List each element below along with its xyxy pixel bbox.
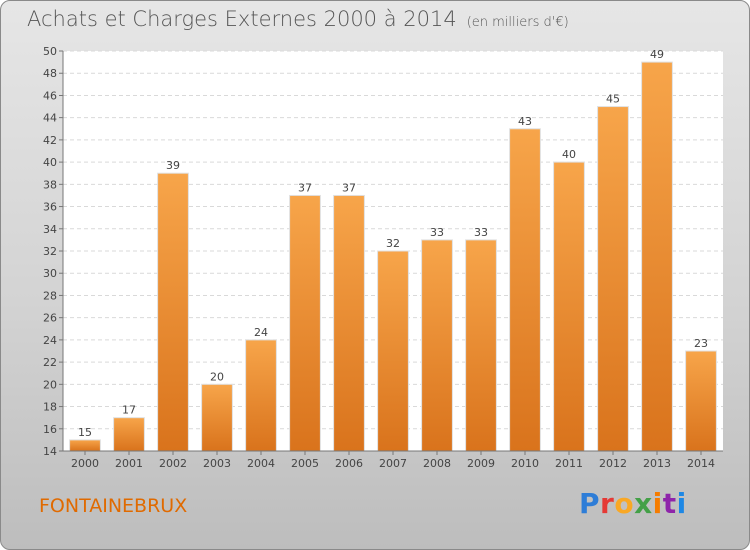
y-tick-label: 38 xyxy=(43,178,57,191)
x-tick-label: 2012 xyxy=(599,457,627,470)
x-tick-label: 2005 xyxy=(291,457,319,470)
y-tick-label: 20 xyxy=(43,378,57,391)
x-tick-label: 2001 xyxy=(115,457,143,470)
logo-letter: o xyxy=(614,487,635,520)
bar xyxy=(245,339,277,452)
y-tick-label: 50 xyxy=(43,45,57,58)
x-tick-label: 2014 xyxy=(687,457,715,470)
bar xyxy=(201,383,233,452)
x-tick-label: 2006 xyxy=(335,457,363,470)
bar xyxy=(289,194,321,452)
x-tick-label: 2010 xyxy=(511,457,539,470)
bar-value-label: 33 xyxy=(430,226,444,239)
bar-value-label: 49 xyxy=(650,48,664,61)
logo-letter: x xyxy=(634,487,653,520)
y-tick-label: 44 xyxy=(43,112,57,125)
bar xyxy=(333,194,365,452)
bar xyxy=(113,417,145,452)
x-tick-label: 2008 xyxy=(423,457,451,470)
logo-letter: P xyxy=(579,487,601,520)
x-tick-label: 2003 xyxy=(203,457,231,470)
y-tick-label: 34 xyxy=(43,223,57,236)
bar xyxy=(421,239,453,452)
y-tick-label: 18 xyxy=(43,401,57,414)
bar xyxy=(641,61,673,452)
y-tick-label: 16 xyxy=(43,423,57,436)
bar xyxy=(509,128,541,452)
bar xyxy=(377,250,409,452)
y-tick-label: 46 xyxy=(43,89,57,102)
bar-value-label: 45 xyxy=(606,93,620,106)
bar-value-label: 24 xyxy=(254,326,268,339)
logo-letter: t xyxy=(662,487,677,520)
x-tick-label: 2009 xyxy=(467,457,495,470)
y-tick-label: 48 xyxy=(43,67,57,80)
bar-value-label: 37 xyxy=(298,181,312,194)
chart-title-text: Achats et Charges Externes 2000 à 2014 xyxy=(27,7,457,31)
y-tick-label: 36 xyxy=(43,201,57,214)
bar-value-label: 32 xyxy=(386,237,400,250)
bar-value-label: 43 xyxy=(518,115,532,128)
y-tick-label: 30 xyxy=(43,267,57,280)
logo-letter: i xyxy=(676,487,687,520)
chart-title: Achats et Charges Externes 2000 à 2014 (e… xyxy=(27,7,569,31)
x-tick-label: 2007 xyxy=(379,457,407,470)
bar xyxy=(69,439,101,452)
proxiti-logo[interactable]: Proxiti xyxy=(579,487,687,520)
y-tick-label: 14 xyxy=(43,445,57,458)
bar-value-label: 17 xyxy=(122,404,136,417)
x-tick-label: 2011 xyxy=(555,457,583,470)
x-tick-label: 2013 xyxy=(643,457,671,470)
bar-value-label: 40 xyxy=(562,148,576,161)
bar xyxy=(597,106,629,452)
bar xyxy=(465,239,497,452)
y-tick-label: 26 xyxy=(43,312,57,325)
logo-letter: r xyxy=(600,487,615,520)
bar-value-label: 37 xyxy=(342,181,356,194)
place-name: FONTAINEBRUX xyxy=(39,495,188,517)
chart-subtitle: (en milliers d'€) xyxy=(466,15,569,30)
bar-value-label: 23 xyxy=(694,337,708,350)
logo-letter: i xyxy=(652,487,663,520)
y-tick-label: 42 xyxy=(43,134,57,147)
axis-layer: 14 16 18 20 22 24 26 28 30 32 34 36 38 40 42 44 46 48 50 20… xyxy=(43,45,723,470)
x-tick-label: 2002 xyxy=(159,457,187,470)
y-tick-label: 40 xyxy=(43,156,57,169)
bar xyxy=(157,172,189,452)
y-tick-label: 28 xyxy=(43,289,57,302)
bar-value-label: 33 xyxy=(474,226,488,239)
bar-value-label: 39 xyxy=(166,159,180,172)
x-tick-label: 2000 xyxy=(71,457,99,470)
bar xyxy=(685,350,717,452)
y-tick-label: 32 xyxy=(43,245,57,258)
bar xyxy=(553,161,585,452)
bar-value-label: 15 xyxy=(78,426,92,439)
bar-value-label: 20 xyxy=(210,370,224,383)
bar-layer: 15 17 39 20 24 37 37 32 33 33 43 40 45 49 23 xyxy=(69,48,717,452)
y-tick-label: 22 xyxy=(43,356,57,369)
x-tick-label: 2004 xyxy=(247,457,275,470)
y-tick-label: 24 xyxy=(43,334,57,347)
